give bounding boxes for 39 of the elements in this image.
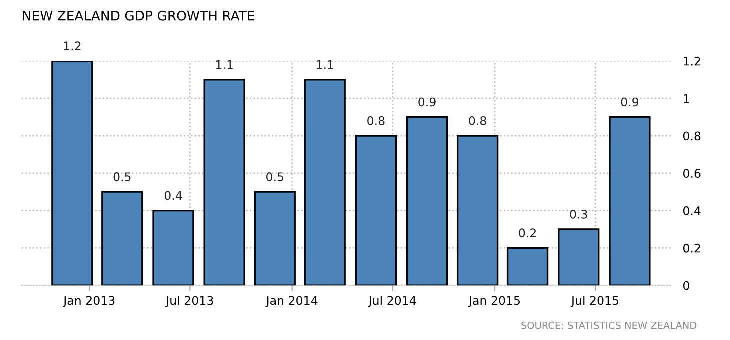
source-note: SOURCE: STATISTICS NEW ZEALAND	[522, 322, 697, 330]
data-label: 1.2	[64, 42, 81, 50]
bar	[355, 135, 398, 286]
bar	[254, 191, 296, 286]
bar	[609, 116, 651, 286]
x-tick-label: Jul 2015	[570, 296, 619, 308]
bar	[304, 79, 346, 286]
y-tick-label: 0.6	[683, 169, 701, 178]
x-tick-label: Jul 2013	[166, 296, 214, 308]
data-label: 0.3	[570, 210, 588, 219]
y-tick-label: 0.8	[683, 132, 701, 141]
data-label: 0.5	[266, 172, 284, 182]
y-tick-label: 1	[684, 94, 690, 104]
data-label: 0.9	[418, 98, 436, 107]
bar	[204, 79, 246, 286]
data-label: 0.4	[164, 191, 182, 200]
chart-title: NEW ZEALAND GDP GROWTH RATE	[23, 10, 254, 21]
data-label: 0.9	[621, 98, 639, 107]
x-tick-label: Jul 2014	[368, 296, 416, 308]
bar	[152, 210, 194, 286]
bar	[558, 228, 600, 286]
data-label: 0.2	[519, 228, 536, 238]
bar	[506, 247, 549, 286]
x-tick-label: Jan 2015	[468, 296, 520, 308]
y-tick-label: 1.2	[684, 56, 700, 66]
bar	[52, 61, 94, 286]
x-tick-label: Jan 2014	[266, 296, 318, 308]
y-tick-label: 0.4	[683, 206, 701, 216]
data-label: 0.5	[114, 172, 131, 182]
data-label: 1.1	[216, 60, 233, 70]
data-label: 1.1	[317, 60, 334, 70]
y-tick-label: 0	[683, 281, 690, 290]
data-label: 0.8	[368, 116, 385, 126]
bar	[456, 135, 499, 286]
y-tick-label: 0.2	[683, 244, 700, 253]
x-tick-label: Jan 2013	[63, 296, 115, 308]
data-label: 0.8	[469, 116, 486, 126]
bar	[406, 116, 448, 286]
bar	[102, 191, 144, 286]
